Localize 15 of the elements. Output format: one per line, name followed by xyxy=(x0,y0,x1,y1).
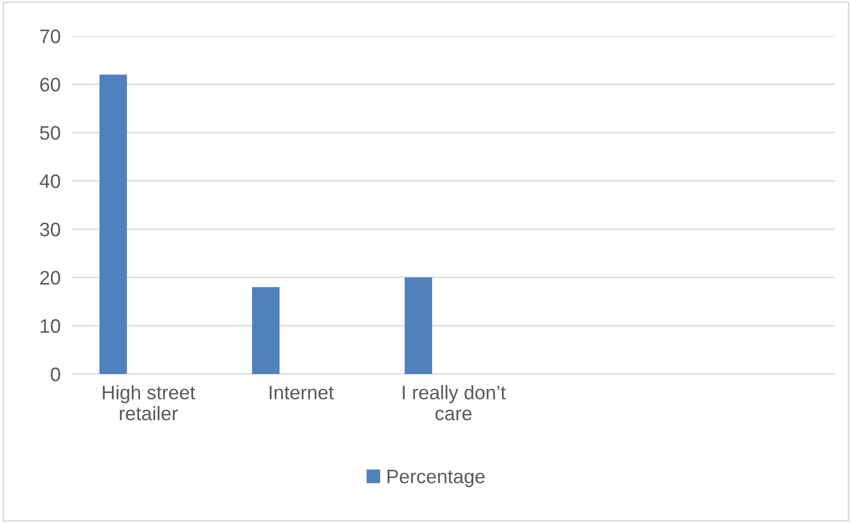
y-tick-label: 0 xyxy=(50,367,60,382)
x-tick-label: Internet xyxy=(270,386,334,400)
y-tick-label: 40 xyxy=(40,174,60,188)
x-tick-label: I really don’t care xyxy=(402,385,506,420)
y-tick-label: 60 xyxy=(40,78,60,92)
y-tick-label: 70 xyxy=(40,29,60,44)
bar xyxy=(252,287,280,374)
y-tick-label: 20 xyxy=(40,270,60,285)
x-tick-label: High street retailer xyxy=(102,385,196,420)
y-tick-label: 50 xyxy=(40,126,60,140)
y-tick-label: 10 xyxy=(40,319,60,333)
bar xyxy=(404,277,432,374)
bar xyxy=(99,74,127,374)
y-tick-label: 30 xyxy=(40,222,60,236)
legend-label: Percentage xyxy=(388,470,485,488)
